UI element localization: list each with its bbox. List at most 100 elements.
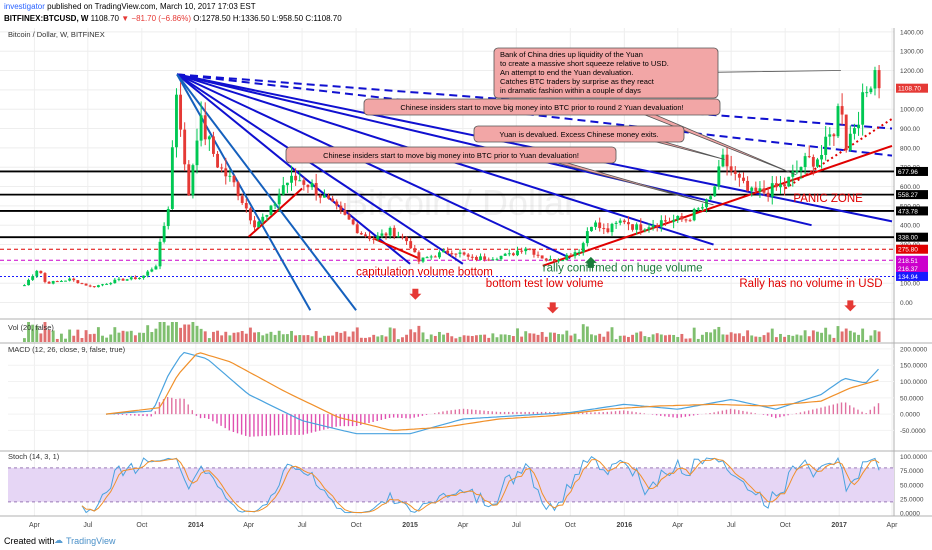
volume-bar	[507, 335, 511, 342]
chart-area[interactable]: Bitcoin / Dollar Bank of China dries up …	[0, 0, 932, 532]
candle-body	[766, 192, 770, 197]
volume-bar	[787, 334, 791, 342]
cloud-icon: ☁	[54, 535, 63, 545]
tradingview-brand[interactable]: TradingView	[66, 536, 116, 546]
author-link[interactable]: investigator	[4, 2, 45, 11]
volume-bar	[532, 333, 536, 342]
candle-body	[105, 283, 109, 285]
annotation-text: Rally has no volume in USD	[739, 278, 882, 290]
candle-body	[746, 180, 750, 191]
volume-bar	[109, 334, 113, 342]
time-tick-label: Oct	[565, 522, 576, 529]
volume-bar	[594, 335, 598, 342]
volume-bar	[121, 330, 125, 342]
candle-body	[285, 182, 289, 186]
level-label: 275.80	[898, 247, 918, 254]
candle-body	[294, 175, 298, 181]
callout-text: Bank of China dries up liquidity of the …	[500, 50, 643, 59]
arrow-down-icon	[546, 302, 559, 314]
volume-bar	[216, 330, 219, 342]
candle-body	[302, 180, 306, 185]
candle-body	[121, 278, 125, 281]
candle-body	[462, 252, 466, 255]
candle-body	[355, 224, 359, 234]
volume-bar	[150, 332, 154, 342]
stoch-d-line	[81, 457, 880, 513]
volume-bar	[684, 338, 688, 342]
candle-body	[598, 222, 602, 229]
ohlc-values: O:1278.50 H:1336.50 L:958.50 C:1108.70	[193, 14, 342, 23]
level-label: 677.96	[898, 169, 918, 176]
volume-bar	[162, 322, 166, 342]
level-label: 134.94	[898, 274, 918, 281]
volume-bar	[557, 333, 561, 342]
candle-body	[540, 255, 544, 259]
callout-devalued	[473, 125, 685, 143]
volume-bar	[861, 328, 865, 342]
volume-bar	[187, 324, 191, 342]
volume-bar	[602, 336, 606, 342]
time-tick-label: 2015	[402, 522, 418, 529]
candle-body	[791, 171, 795, 177]
candle-body	[483, 256, 487, 260]
candle-body	[425, 257, 429, 259]
volume-bar	[372, 334, 376, 342]
volume-bar	[544, 336, 548, 342]
candle-body	[458, 252, 462, 254]
candle-body	[852, 128, 856, 134]
candle-body	[622, 220, 626, 223]
volume-bar	[27, 322, 30, 342]
candle-body	[261, 216, 265, 222]
level-label: 216.37	[898, 266, 918, 273]
candle-body	[610, 223, 614, 233]
candle-body	[170, 147, 174, 209]
volume-bar	[117, 332, 121, 342]
macd-line	[105, 351, 879, 435]
candle-body	[417, 252, 421, 262]
time-axis[interactable]: Apr Jul Oct 2014 Apr Jul Oct 2015 Apr Jul Oct 2016 A…	[29, 522, 898, 529]
volume-bar	[290, 330, 293, 342]
candle-body	[257, 221, 261, 228]
candle-body	[709, 196, 713, 200]
candle-body	[290, 175, 293, 183]
volume-bar	[55, 338, 59, 342]
candle-body	[68, 278, 72, 281]
volume-bar	[236, 332, 240, 342]
volume-bar	[212, 331, 215, 342]
candle-body	[828, 134, 832, 137]
volume-bar	[717, 326, 721, 342]
candle-body	[437, 252, 441, 258]
candle-body	[413, 248, 417, 253]
candle-body	[96, 285, 100, 288]
candle-body	[187, 164, 191, 196]
price-tick-label: 1400.00	[900, 29, 924, 36]
candle-body	[561, 260, 565, 262]
time-tick-label: Jul	[83, 522, 92, 529]
candle-body	[392, 227, 396, 237]
level-label: 218.51	[898, 258, 918, 265]
candle-body	[314, 182, 318, 196]
volume-bar	[647, 337, 651, 342]
candle-body	[503, 253, 507, 256]
candle-body	[824, 136, 828, 155]
volume-bar	[22, 338, 26, 342]
candle-body	[248, 208, 252, 221]
candle-body	[873, 70, 877, 89]
stoch-tick-label: 100.0000	[900, 454, 927, 461]
candle-body	[117, 278, 121, 280]
candle-body	[429, 256, 433, 258]
volume-bar	[138, 332, 141, 342]
volume-bar	[277, 330, 281, 342]
volume-bar	[577, 339, 581, 342]
volume-bar	[495, 337, 499, 342]
candle-body	[631, 224, 634, 230]
candle-body	[783, 184, 787, 187]
volume-title: Vol (20, false)	[8, 323, 54, 332]
candle-body	[421, 257, 425, 262]
candle-body	[59, 280, 63, 282]
candle-body	[203, 115, 207, 140]
volume-bar	[240, 331, 244, 342]
volume-bar	[314, 331, 318, 342]
volume-bar	[869, 335, 873, 342]
volume-bar	[713, 329, 717, 342]
